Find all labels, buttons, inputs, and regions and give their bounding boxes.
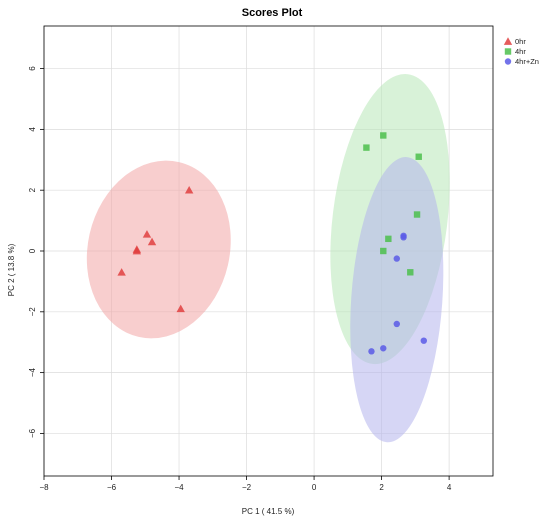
point-4hr	[380, 247, 387, 255]
x-axis-label: PC 1 ( 41.5 %)	[242, 507, 295, 516]
legend-label: 0hr	[515, 37, 526, 46]
data-points	[117, 132, 427, 355]
y-tick-label: 4	[28, 127, 37, 132]
ellipse-0hr	[86, 160, 231, 339]
point-4hr-zn	[368, 348, 375, 355]
point-4hr-zn	[393, 320, 400, 328]
point-4hr	[385, 235, 392, 243]
point-4hr-zn	[380, 345, 387, 352]
point-0hr	[117, 268, 126, 276]
point-4hr-zn	[393, 255, 400, 262]
x-tick-label: −8	[39, 483, 49, 492]
y-tick-label: 0	[28, 248, 37, 253]
legend-marker	[504, 58, 512, 65]
y-tick-label: −2	[28, 307, 37, 317]
point-4hr-zn	[400, 234, 407, 241]
legend-label: 4hr+Zn	[515, 57, 539, 66]
y-tick-label: −6	[28, 428, 37, 438]
y-axis-label: PC 2 ( 13.8 %)	[7, 243, 16, 296]
point-4hr	[415, 153, 422, 160]
legend-marker	[503, 37, 513, 45]
point-0hr	[147, 237, 157, 246]
point-0hr	[142, 230, 152, 238]
chart-title: Scores Plot	[242, 7, 303, 19]
y-tick-label: −4	[28, 368, 37, 378]
y-tick-label: 6	[28, 66, 37, 71]
point-4hr	[407, 269, 414, 276]
x-tick-label: −6	[107, 483, 117, 492]
point-4hr	[413, 211, 421, 218]
legend-label: 4hr	[515, 47, 526, 56]
point-0hr	[132, 246, 142, 255]
point-4hr	[380, 132, 387, 139]
ellipse-4hr-zn	[350, 157, 444, 443]
x-tick-label: 2	[379, 483, 384, 492]
x-tick-label: −4	[174, 483, 184, 492]
point-0hr	[184, 185, 194, 194]
y-tick-label: 2	[28, 187, 37, 192]
axis-ticks: −8 −6 −4 −2 0 2 4 −6 −4 −2 0 2 4 6	[28, 66, 452, 492]
confidence-ellipses	[86, 74, 450, 443]
x-tick-label: 0	[312, 483, 317, 492]
point-4hr-zn	[420, 337, 427, 344]
x-tick-label: 4	[447, 483, 452, 492]
x-tick-label: −2	[242, 483, 252, 492]
point-0hr	[176, 304, 185, 313]
point-4hr	[363, 144, 370, 151]
legend-marker	[504, 48, 512, 55]
